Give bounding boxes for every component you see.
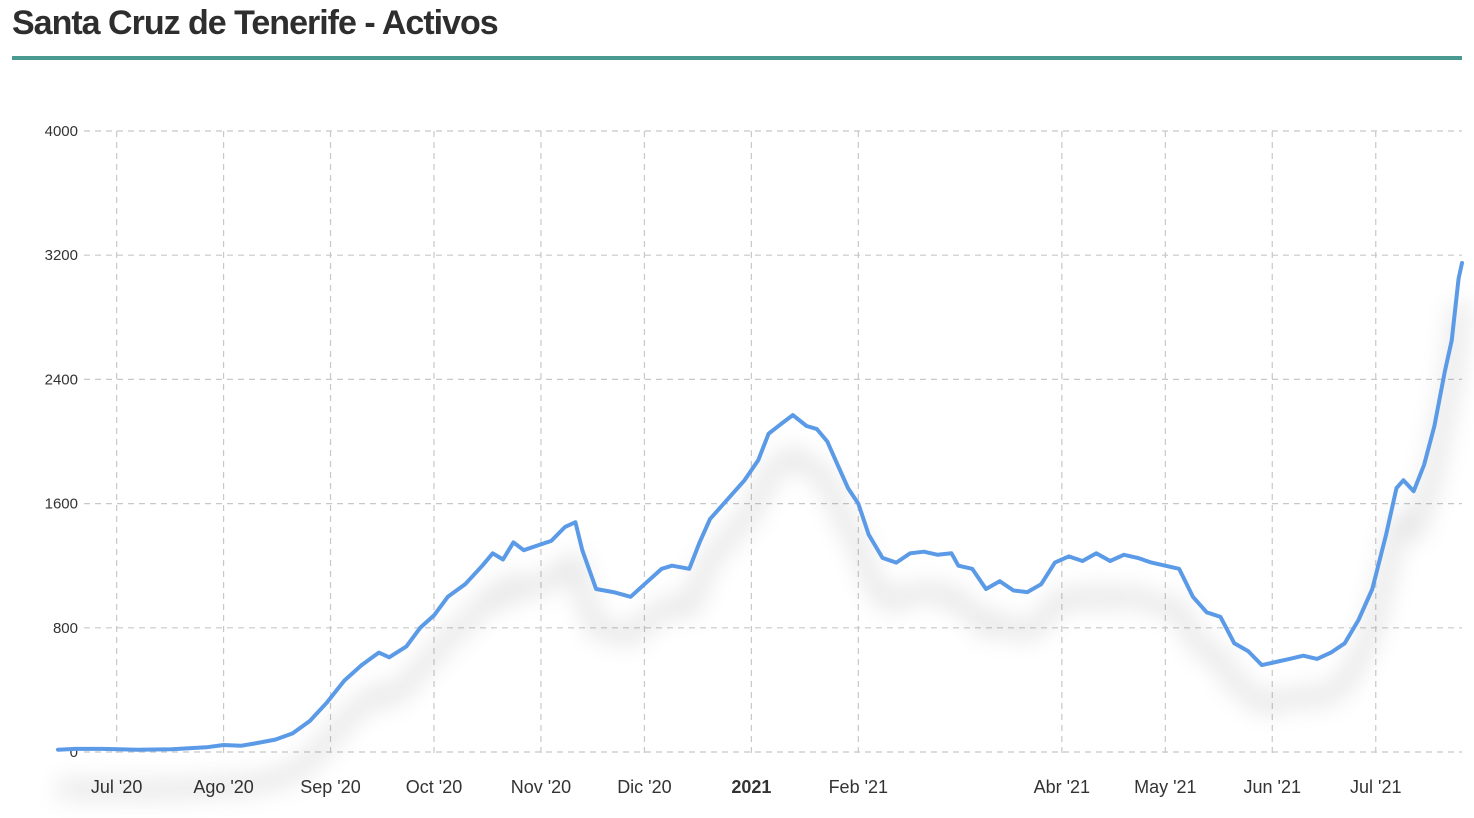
y-axis-ticks: 0 800 1600 2400 3200 4000 <box>45 123 78 761</box>
x-tick-label: Dic '20 <box>617 777 671 797</box>
y-tick-label: 2400 <box>45 371 78 388</box>
y-tick-label: 4000 <box>45 123 78 140</box>
x-tick-label: Oct '20 <box>406 777 462 797</box>
series-line-activos <box>56 261 1464 752</box>
y-tick-label: 1600 <box>45 496 78 513</box>
x-tick-label: Sep '20 <box>300 777 361 797</box>
chart-title: Santa Cruz de Tenerife - Activos <box>12 4 499 42</box>
x-tick-label: Jul '21 <box>1350 777 1401 797</box>
x-tick-label: Jun '21 <box>1244 777 1301 797</box>
y-tick-label: 800 <box>53 620 78 637</box>
x-tick-label: 2021 <box>731 777 771 797</box>
y-tick-label: 3200 <box>45 247 78 264</box>
x-tick-label: May '21 <box>1134 777 1196 797</box>
title-underline <box>12 56 1462 60</box>
y-tick-label: 0 <box>70 744 78 761</box>
x-tick-label: Feb '21 <box>829 777 888 797</box>
series-line-shadow <box>57 301 1469 797</box>
x-tick-label: Nov '20 <box>511 777 571 797</box>
grid-lines <box>84 130 1462 758</box>
x-tick-label: Abr '21 <box>1034 777 1090 797</box>
